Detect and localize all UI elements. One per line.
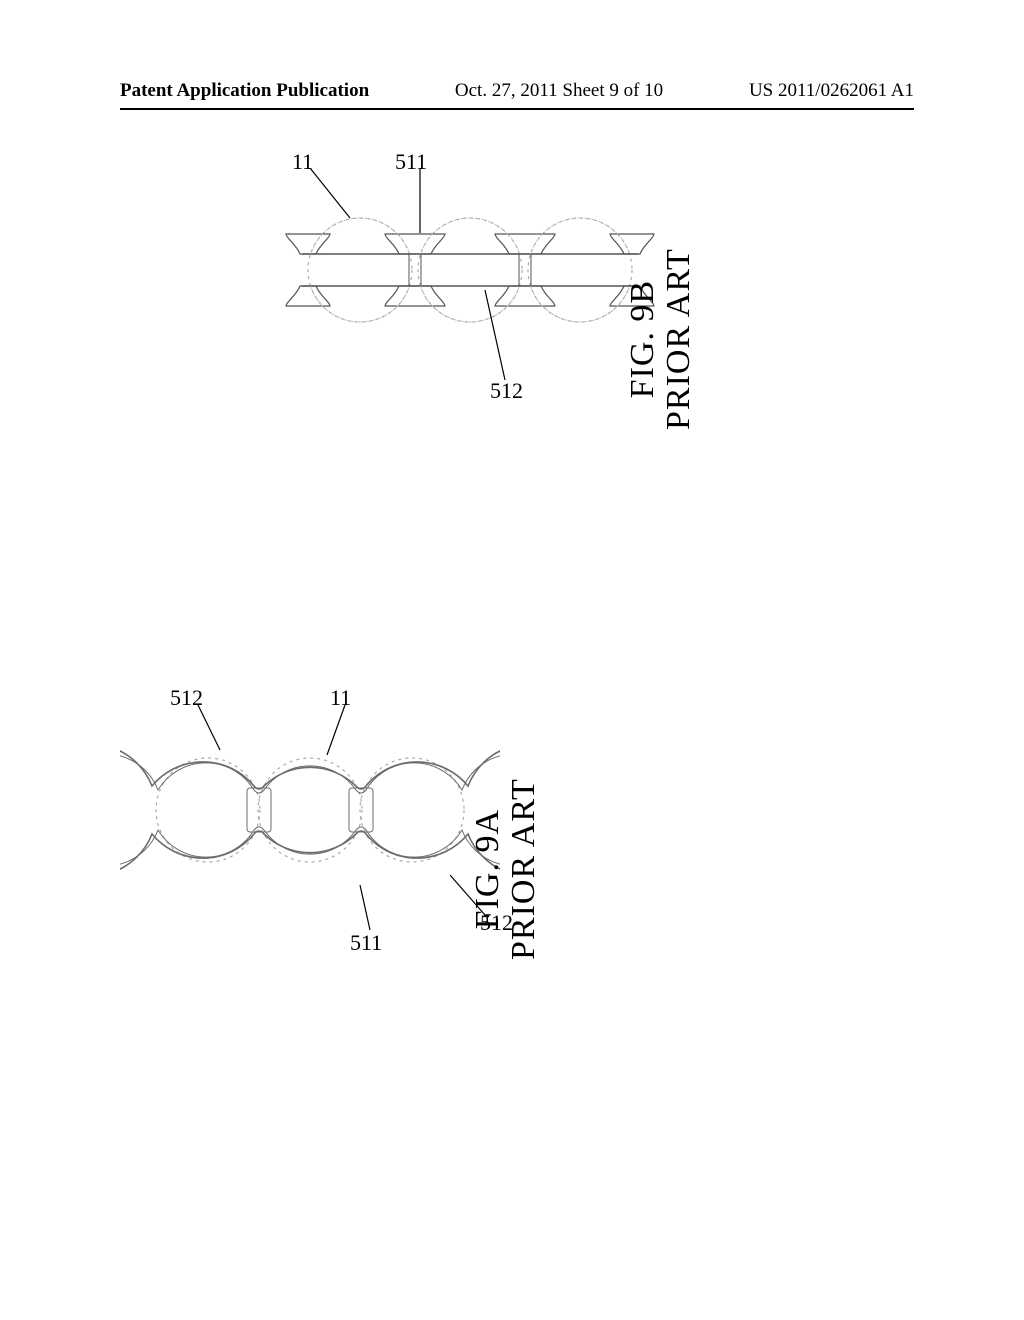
caption-9a: FIG. 9A PRIOR ART: [470, 778, 541, 960]
leader-511-9b: [410, 168, 440, 238]
page-header: Patent Application Publication Oct. 27, …: [120, 80, 914, 110]
caption-9b-line2: PRIOR ART: [661, 248, 697, 430]
leader-11-9a: [325, 705, 375, 760]
page: Patent Application Publication Oct. 27, …: [0, 0, 1024, 1320]
leader-512-9b: [480, 290, 520, 385]
figure-area: 512 11 511 512 FIG. 9A PRIOR ART 11 511 …: [0, 140, 1024, 1320]
header-left: Patent Application Publication: [120, 80, 369, 102]
header-center: Oct. 27, 2011 Sheet 9 of 10: [455, 80, 663, 102]
leader-11-9b: [305, 168, 355, 223]
leader-511-9a: [355, 885, 385, 935]
leader-512-top: [190, 705, 230, 755]
caption-9b: FIG. 9B PRIOR ART: [625, 248, 696, 430]
figure-9a-svg: [120, 700, 500, 920]
caption-9a-line2: PRIOR ART: [506, 778, 542, 960]
caption-9b-line1: FIG. 9B: [625, 248, 661, 430]
header-right: US 2011/0262061 A1: [749, 80, 914, 102]
figure-9a: [120, 700, 500, 920]
caption-9a-line1: FIG. 9A: [470, 778, 506, 960]
